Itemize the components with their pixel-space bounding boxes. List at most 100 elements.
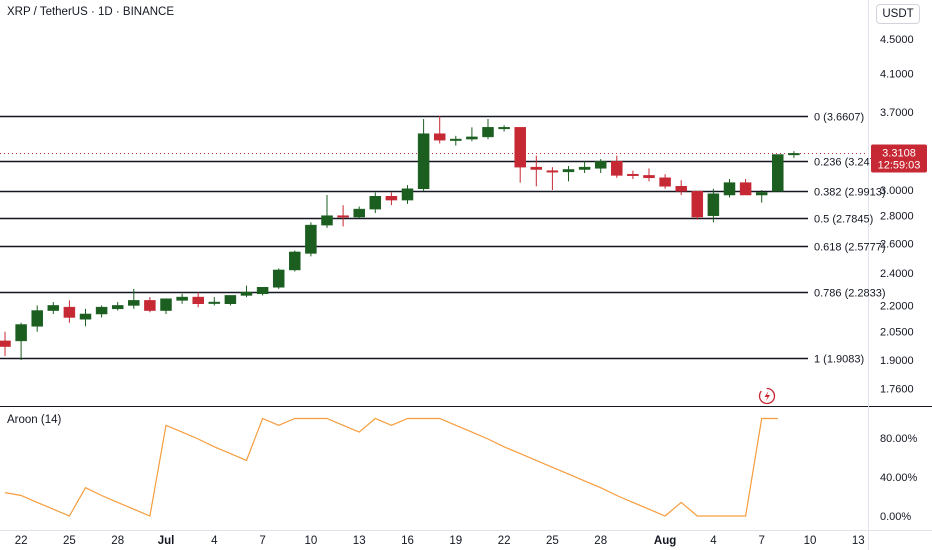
candle [256,287,269,296]
candle-body [530,166,543,170]
candle [272,268,285,289]
time-axis-label: 22 [498,535,511,547]
price-axis-label: 2.6000 [880,238,914,250]
candle [15,322,27,360]
candle [305,222,317,257]
candle-body [144,300,156,311]
time-axis-label: 10 [305,535,318,547]
candle [208,297,221,306]
candle-body [208,301,221,304]
time-axis-label: 28 [594,535,607,547]
time-axis-label: Jul [158,535,175,547]
flash-alert-icon [758,387,776,405]
candle [63,300,76,323]
candle-body [385,196,398,201]
candle-body [546,170,559,173]
candle [707,188,720,223]
fib-level-label: 0.786 (2.2833) [814,288,886,300]
candle [723,178,736,198]
candle-body [755,192,768,196]
price-axis-label: 2.0500 [880,327,914,339]
time-axis-label: 25 [63,535,76,547]
candle-body [305,224,317,254]
candle [95,305,108,318]
candle [111,302,124,311]
fib-level-label: 0.618 (2.5777) [814,242,886,254]
price-axis-label: 3.7000 [880,107,914,119]
candle-body [643,175,655,179]
candle [530,155,543,187]
candle-body [47,305,60,311]
fib-level-label: 0.236 (3.2471) [814,157,886,169]
candle-body [401,188,414,201]
candle-body [788,153,800,156]
candle-body [466,136,478,140]
candle [498,125,510,132]
candle [337,205,349,227]
candle-body [562,169,575,173]
candle-body [433,133,446,141]
candle [0,331,11,357]
aroon-axis-label: 0.00% [880,511,911,523]
candle-body [739,182,752,196]
candle [739,178,752,196]
fib-level-label: 1 (1.9083) [814,354,864,366]
candle [353,206,365,219]
candle [224,295,237,306]
time-axis-label: 25 [546,535,559,547]
last-price-badge [871,144,927,173]
candle [240,285,253,298]
candle [482,119,494,140]
price-axis-label: 1.7600 [880,383,914,395]
candle [627,170,639,179]
candle [417,119,430,192]
candle-body [369,196,382,210]
price-axis-label: 4.5000 [880,34,914,46]
candle-body [627,173,639,176]
candle-body [707,193,720,216]
candle [128,288,140,309]
candle-countdown: 12:59:03 [878,160,921,172]
time-axis-label: Aug [654,535,676,547]
candle [47,302,60,314]
time-axis-label: 4 [211,535,218,547]
price-axis-label: 2.8000 [880,211,914,223]
candle [643,168,655,182]
candle [691,190,704,220]
candle-body [321,215,333,226]
candle [675,180,687,195]
candle [79,308,92,327]
candle [31,305,43,332]
time-axis-label: 22 [15,535,28,547]
candle-body [353,208,365,218]
candle [385,192,398,206]
currency-button[interactable]: USDT [876,4,920,24]
flash-icon-ring [758,387,776,405]
price-axis-label: 3.0000 [880,185,914,197]
candle-body [15,324,27,342]
candle [144,297,156,313]
fib-level-label: 0.5 (2.7845) [814,214,873,226]
candle-body [111,305,124,310]
aroon-axis-label: 40.00% [880,472,918,484]
candle-body [417,133,430,190]
time-axis-label: 28 [111,535,124,547]
candle-body [63,306,76,318]
candle-body [240,291,253,296]
candle [594,159,607,174]
price-axis-label: 2.4000 [880,268,914,280]
candle [578,161,591,174]
candle [772,154,784,192]
candle-body [482,127,494,138]
candle-body [160,298,172,311]
candle [433,115,446,144]
last-price-value: 3.3108 [882,148,916,160]
symbol-title: XRP / TetherUS · 1D · BINANCE [7,6,175,18]
candle [450,135,462,146]
candle-body [659,177,671,187]
aroon-title: Aroon (14) [7,414,62,426]
fib-level-label: 0 (3.6607) [814,112,864,124]
candle [514,127,526,183]
time-axis-label: 13 [353,535,366,547]
